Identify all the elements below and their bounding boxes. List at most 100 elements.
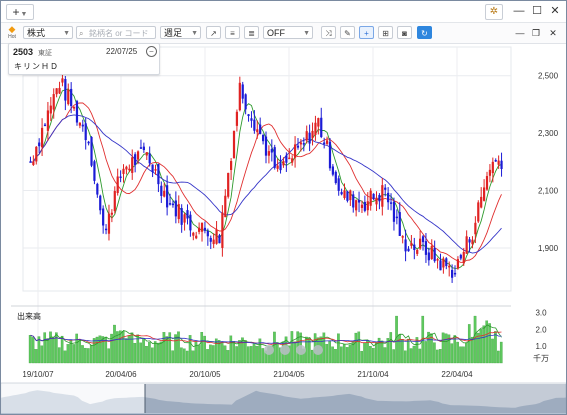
market-select[interactable]: 株式 ▼ xyxy=(23,26,73,39)
volume-bar xyxy=(191,350,195,364)
volume-bar xyxy=(98,335,102,364)
volume-bar xyxy=(220,341,224,364)
stock-search-input[interactable]: ⌕ 銘柄名 or コード xyxy=(76,26,156,39)
layers-icon[interactable]: ⊞ xyxy=(378,26,393,39)
candle-body xyxy=(494,160,497,162)
candle-body xyxy=(212,239,215,245)
volume-bar xyxy=(63,350,67,364)
candle-body xyxy=(273,147,276,168)
candle-body xyxy=(381,185,384,207)
candle-body xyxy=(32,161,35,165)
candle-body xyxy=(241,84,244,99)
candle-body xyxy=(378,195,381,202)
candle-body xyxy=(218,235,221,244)
date-tick-label: 19/10/07 xyxy=(22,370,54,379)
price-tick-label: 2,300 xyxy=(538,129,559,138)
volume-bar xyxy=(273,331,276,364)
volume-bar xyxy=(412,345,416,364)
candle-body xyxy=(323,142,326,145)
candle-body xyxy=(270,149,273,153)
candle-body xyxy=(404,239,407,252)
volume-bar xyxy=(392,349,395,364)
candle-body xyxy=(52,94,55,110)
candle-body xyxy=(238,82,241,111)
volume-bar xyxy=(95,336,99,364)
maximize-icon[interactable]: ☐ xyxy=(532,5,542,17)
volume-bar xyxy=(418,348,422,364)
candle-body xyxy=(198,227,201,232)
candle-body xyxy=(471,239,474,245)
candle-body xyxy=(70,88,73,107)
close-chart-icon[interactable]: ✕ xyxy=(549,28,557,38)
candle-body xyxy=(154,169,157,171)
volume-bar xyxy=(171,350,174,364)
list-tool-icon[interactable]: ≣ xyxy=(244,26,259,39)
volume-bar xyxy=(456,341,459,364)
camera-icon[interactable]: ◙ xyxy=(397,26,412,39)
minimize-chart-icon[interactable]: — xyxy=(515,28,525,38)
candle-body xyxy=(421,236,425,243)
volume-bar xyxy=(87,348,90,364)
candle-body xyxy=(61,78,64,83)
candle-body xyxy=(317,118,320,127)
text-align-icon[interactable]: ≡ xyxy=(225,26,240,39)
volume-bar xyxy=(406,338,410,364)
candle-body xyxy=(90,136,93,166)
volume-bar xyxy=(249,346,253,364)
scroll-arrow-icon[interactable] xyxy=(313,345,323,355)
scroll-arrow-icon[interactable] xyxy=(264,345,274,355)
candle-body xyxy=(244,94,247,110)
candle-body xyxy=(398,212,401,236)
price-tick-label: 1,900 xyxy=(538,244,559,253)
volume-bar xyxy=(377,337,381,364)
quote-info-box: 2503 東証 22/07/25 – キリンＨＤ xyxy=(8,43,160,75)
candle-body xyxy=(232,130,236,159)
candle-body xyxy=(375,197,378,205)
volume-bar xyxy=(467,324,471,364)
refresh-icon[interactable]: ↻ xyxy=(417,26,432,39)
candle-body xyxy=(107,213,111,234)
scroll-arrow-icon[interactable] xyxy=(296,345,306,355)
add-chart-button[interactable]: +▼ xyxy=(6,4,34,20)
volume-bar xyxy=(499,341,503,364)
volume-bar xyxy=(66,344,70,364)
volume-bar xyxy=(31,337,35,364)
volume-bar xyxy=(479,329,483,364)
volume-ma-short xyxy=(30,324,502,348)
candle-body xyxy=(38,142,41,147)
candle-body xyxy=(250,118,253,121)
candle-body xyxy=(389,202,393,204)
candle-body xyxy=(491,161,494,174)
restore-chart-icon[interactable]: ❐ xyxy=(531,28,541,38)
candle-body xyxy=(407,248,410,252)
date-tick-label: 20/04/06 xyxy=(105,370,137,379)
close-icon[interactable]: ✕ xyxy=(550,5,560,17)
compare-icon[interactable]: ⤨ xyxy=(321,26,336,39)
volume-bar xyxy=(40,345,44,364)
candle-body xyxy=(134,154,137,166)
volume-bar xyxy=(110,333,113,364)
crosshair-icon[interactable]: + xyxy=(359,26,374,39)
candle-body xyxy=(171,203,175,206)
candle-body xyxy=(291,158,294,163)
candle-body xyxy=(49,105,52,114)
gear-icon[interactable]: ✲ xyxy=(485,4,503,20)
period-select[interactable]: 週足 ▼ xyxy=(160,26,201,39)
quote-date: 22/07/25 xyxy=(106,47,138,56)
trendline-tool-icon[interactable]: ↗ xyxy=(206,26,221,39)
volume-bar xyxy=(153,341,157,364)
minimize-icon[interactable]: — xyxy=(513,5,525,17)
indicator-select[interactable]: OFF ▼ xyxy=(263,26,313,39)
volume-bar xyxy=(459,346,462,364)
candle-body xyxy=(448,265,451,268)
candle-body xyxy=(160,185,163,196)
scroll-arrow-icon[interactable] xyxy=(280,345,290,355)
collapse-icon[interactable]: – xyxy=(146,46,157,57)
navigator-unselected xyxy=(1,384,145,413)
candle-body xyxy=(195,235,198,239)
volume-bar xyxy=(386,338,390,364)
navigator-range[interactable] xyxy=(145,384,566,413)
pencil-icon[interactable]: ✎ xyxy=(340,26,355,39)
volume-bar xyxy=(366,340,369,364)
